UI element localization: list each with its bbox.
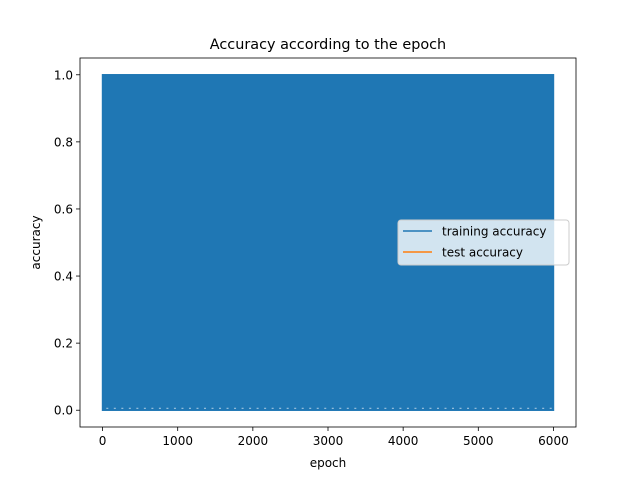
x-tick-label-6: 6000: [538, 434, 569, 448]
y-axis-ticks: 0.0 0.2 0.4 0.6 0.8 1.0: [54, 68, 80, 418]
y-tick-label-5: 1.0: [54, 68, 73, 82]
x-axis-label: epoch: [310, 456, 347, 470]
x-tick-label-3: 3000: [313, 434, 344, 448]
x-tick-label-4: 4000: [388, 434, 419, 448]
y-tick-label-3: 0.6: [54, 202, 73, 216]
legend-label-training-accuracy: training accuracy: [442, 225, 546, 239]
x-tick-label-0: 0: [99, 434, 107, 448]
legend: training accuracy test accuracy: [397, 219, 570, 266]
x-tick-label-5: 5000: [463, 434, 494, 448]
y-axis-label: accuracy: [29, 215, 43, 269]
y-tick-label-4: 0.8: [54, 135, 73, 149]
y-tick-label-1: 0.2: [54, 337, 73, 351]
legend-box: [397, 219, 570, 266]
y-tick-label-0: 0.0: [54, 404, 73, 418]
x-tick-label-1: 1000: [162, 434, 193, 448]
y-tick-label-2: 0.4: [54, 270, 73, 284]
chart-title: Accuracy according to the epoch: [210, 37, 446, 53]
x-tick-label-2: 2000: [238, 434, 269, 448]
x-axis-ticks: 0 1000 2000 3000 4000 5000 6000: [99, 427, 569, 448]
legend-label-test-accuracy: test accuracy: [442, 246, 523, 260]
